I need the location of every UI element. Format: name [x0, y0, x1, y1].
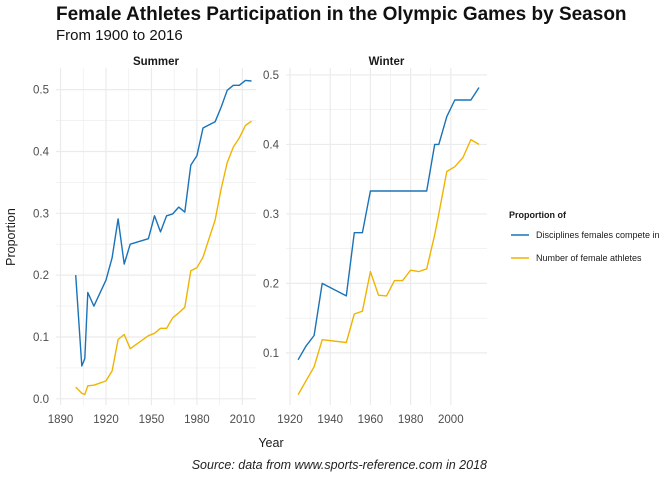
legend-title: Proportion of: [509, 210, 567, 220]
x-tick-label: 1920: [277, 414, 303, 426]
y-tick-label: 0.1: [33, 332, 49, 344]
y-tick-label: 0.3: [263, 209, 279, 221]
x-tick-label: 2000: [438, 414, 464, 426]
x-tick-label: 1940: [317, 414, 343, 426]
panel-strip-label: Summer: [133, 56, 180, 68]
y-tick-label: 0.3: [33, 208, 49, 220]
y-tick-label: 0.2: [33, 270, 49, 282]
legend-label: Disciplines females compete in: [536, 230, 660, 240]
y-tick-label: 0.4: [33, 146, 50, 158]
x-tick-label: 1950: [139, 414, 165, 426]
x-tick-label: 1980: [184, 414, 210, 426]
chart-caption: Source: data from www.sports-reference.c…: [191, 458, 487, 472]
y-axis-title: Proportion: [4, 208, 18, 266]
chart-title: Female Athletes Participation in the Oly…: [56, 4, 627, 25]
series-line-disciplines: [75, 79, 252, 367]
y-tick-label: 0.2: [263, 278, 279, 290]
series-line-disciplines: [297, 87, 480, 361]
x-tick-label: 1980: [398, 414, 424, 426]
panel-strip-label: Winter: [369, 56, 405, 68]
legend-label: Number of female athletes: [536, 253, 642, 263]
y-tick-label: 0.1: [263, 348, 279, 360]
x-tick-label: 1960: [358, 414, 384, 426]
y-tick-label: 0.4: [263, 139, 280, 151]
y-tick-label: 0.5: [33, 85, 49, 97]
y-tick-label: 0.0: [33, 394, 49, 406]
chart-subtitle: From 1900 to 2016: [56, 27, 183, 44]
x-tick-label: 1920: [93, 414, 119, 426]
series-line-female-athletes: [297, 138, 480, 395]
x-tick-label: 1890: [48, 414, 74, 426]
series-line-female-athletes: [75, 120, 252, 396]
y-tick-label: 0.5: [263, 70, 279, 82]
x-axis-title: Year: [258, 436, 283, 450]
x-tick-label: 2010: [230, 414, 256, 426]
